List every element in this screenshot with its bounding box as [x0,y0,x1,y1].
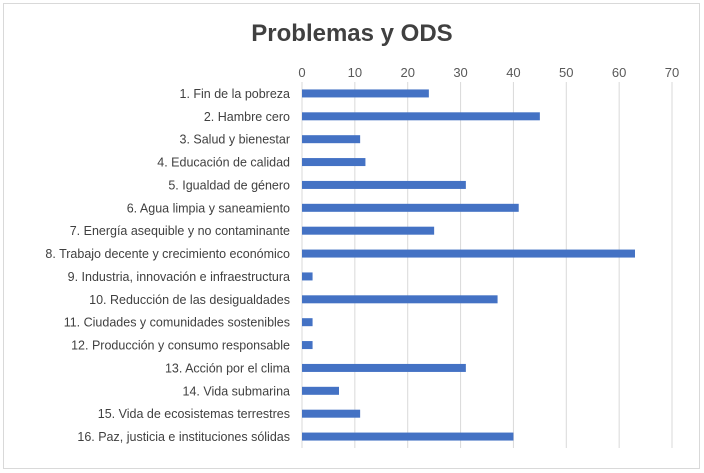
bar-9 [302,272,313,281]
x-tick-label: 40 [506,65,520,80]
category-label: 10. Reducción de las desigualdades [89,293,290,307]
bar-2 [302,112,540,121]
category-labels: 1. Fin de la pobreza 2. Hambre cero 3. Sal… [45,87,290,444]
category-label: 16. Paz, justicia e instituciones sólida… [77,430,290,444]
bar-3 [302,135,361,144]
category-label: 12. Producción y consumo responsable [71,339,290,353]
category-label: 14. Vida submarina [183,384,291,398]
bar-13 [302,363,466,372]
bar-14 [302,386,339,395]
category-label: 4. Educación de calidad [157,156,290,170]
x-tick-label: 50 [559,65,573,80]
bar-12 [302,341,313,350]
x-tick-label: 10 [348,65,362,80]
x-tick-label: 30 [453,65,467,80]
bar-16 [302,432,514,441]
chart-frame [3,3,700,469]
chart-title: Problemas y ODS [251,20,453,47]
bar-6 [302,203,519,212]
x-tick-label: 20 [400,65,414,80]
category-label: 3. Salud y bienestar [180,133,291,147]
x-tick-label: 70 [665,65,679,80]
category-label: 8. Trabajo decente y crecimiento económi… [45,247,290,261]
x-axis-ticks: 0 10 20 30 40 50 60 70 [298,65,679,80]
category-label: 11. Ciudades y comunidades sostenibles [64,316,290,330]
category-label: 15. Vida de ecosistemas terrestres [98,407,290,421]
bar-15 [302,409,361,418]
bar-8 [302,249,635,258]
bar-4 [302,158,366,167]
bar-5 [302,180,466,189]
category-label: 13. Acción por el clima [165,361,290,375]
category-label: 2. Hambre cero [204,110,290,124]
category-label: 1. Fin de la pobreza [180,87,291,101]
x-tick-label: 0 [298,65,305,80]
category-label: 9. Industria, innovación e infraestructu… [68,270,290,284]
bar-11 [302,318,313,327]
bar-7 [302,226,435,235]
category-label: 5. Igualdad de género [168,178,290,192]
bar-1 [302,89,429,98]
bars [302,89,635,441]
category-label: 7. Energía asequible y no contaminante [70,224,290,238]
category-label: 6. Agua limpia y saneamiento [127,201,290,215]
x-tick-label: 60 [612,65,626,80]
bar-10 [302,295,498,304]
